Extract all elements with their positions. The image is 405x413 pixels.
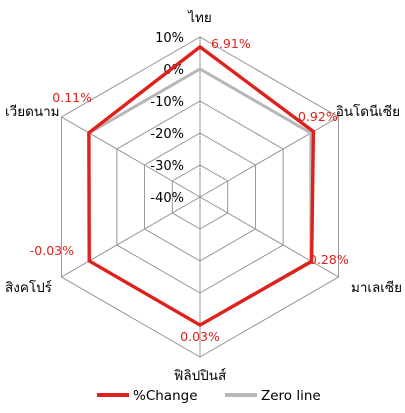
category-label: ไทย	[187, 10, 212, 26]
data-label: 0.11%	[52, 90, 92, 105]
tick-label: -20%	[150, 127, 184, 142]
data-labels: 6.91% 0.92% 0.28% 0.03% -0.03% 0.11%	[30, 36, 349, 344]
legend: %Change Zero line	[97, 388, 321, 404]
tick-label: -30%	[150, 159, 184, 174]
category-label: อินโดนีเซีย	[336, 103, 400, 120]
data-label: 0.28%	[309, 252, 349, 267]
category-label: สิงคโปร์	[5, 279, 52, 296]
tick-label: -10%	[150, 95, 184, 110]
grid-spoke	[199, 196, 339, 278]
grid-spoke	[61, 116, 201, 198]
grid-spoke	[61, 196, 201, 278]
data-label: 6.91%	[211, 36, 251, 51]
grid-spoke	[199, 116, 339, 198]
data-series	[87, 44, 316, 328]
legend-label: Zero line	[261, 388, 321, 404]
category-label: ฟิลิปปินส์	[174, 367, 226, 384]
data-label: 0.92%	[298, 109, 338, 124]
tick-label: 0%	[163, 63, 184, 78]
radar-grid	[60, 36, 340, 358]
tick-label: -40%	[150, 191, 184, 206]
radial-tick-labels: 10% 0% -10% -20% -30% -40%	[150, 31, 184, 206]
category-label: มาเลเซีย	[351, 280, 402, 296]
data-label: -0.03%	[30, 243, 74, 258]
series-line-change	[87, 44, 316, 328]
data-label: 0.03%	[180, 329, 220, 344]
tick-label: 10%	[155, 31, 184, 46]
legend-label: %Change	[133, 388, 198, 404]
category-label: เวียดนาม	[5, 104, 60, 120]
